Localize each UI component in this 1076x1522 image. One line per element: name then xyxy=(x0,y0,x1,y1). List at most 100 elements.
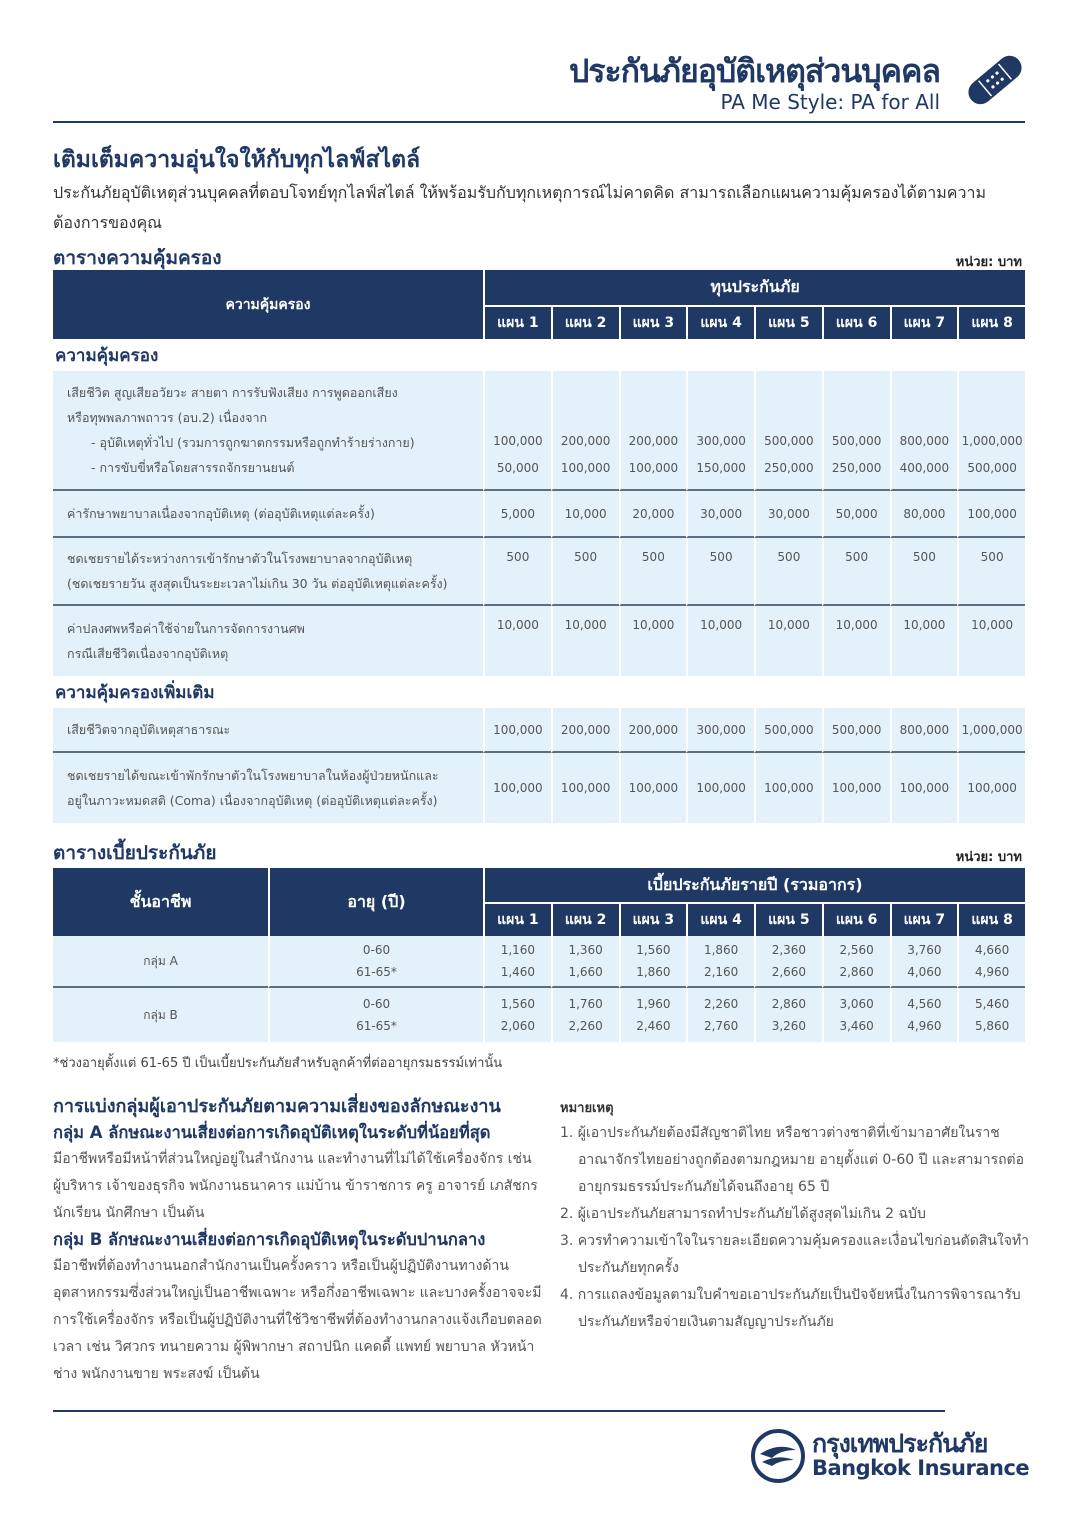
value-cell: 500 xyxy=(821,538,890,606)
plan-header: แผน 2 xyxy=(550,902,619,936)
value-general: 1,000,000 xyxy=(961,434,1023,448)
coverage-table-title: ตารางความคุ้มครอง xyxy=(53,247,222,269)
value-cell: 10,000 xyxy=(618,606,687,676)
plan-header: แผน 6 xyxy=(821,902,890,936)
value-motorcycle: 150,000 xyxy=(696,461,746,475)
value-cell: 10,000 xyxy=(550,491,619,538)
value-cell: 30,000 xyxy=(754,491,822,538)
premium-value: 2,860 xyxy=(771,997,807,1011)
plan-header: แผน 1 xyxy=(483,305,551,339)
premium-unit: หน่วย: บาท xyxy=(955,850,1022,865)
value-cell: 500 xyxy=(754,538,822,606)
row-label: ค่ารักษาพยาบาลเนื่องจากอุบัติเหตุ (ต่ออุ… xyxy=(53,491,483,538)
value-general: 300,000 xyxy=(696,434,746,448)
value-cell: 5,000 xyxy=(483,491,551,538)
row-label: เสียชีวิต สูญเสียอวัยวะ สายตา การรับฟังเ… xyxy=(53,371,483,491)
value-cell: 10,000 xyxy=(754,606,822,676)
value-cell: 100,000 xyxy=(957,753,1025,823)
age-range-cell: 0-60 61-65* xyxy=(268,988,483,1042)
plan-header: แผน 2 xyxy=(550,305,619,339)
value-motorcycle: 100,000 xyxy=(628,461,679,475)
premium-value: 2,660 xyxy=(771,965,807,979)
note-item: 1. ผู้เอาประกันภัยต้องมีสัญชาติไทย หรือช… xyxy=(560,1125,1025,1195)
plan-header: แผน 8 xyxy=(957,902,1025,936)
premium-value: 2,560 xyxy=(839,943,874,957)
premium-cell: 5,460 5,860 xyxy=(957,988,1025,1042)
value-general: 500,000 xyxy=(764,434,814,448)
value-cell: 100,000 50,000 xyxy=(483,371,551,491)
premium-value: 4,660 xyxy=(974,943,1010,957)
note-item: 2. ผู้เอาประกันภัยสามารถทำประกันภัยได้สู… xyxy=(560,1206,926,1222)
premium-cell: 1,560 2,060 xyxy=(483,988,551,1042)
row-label-line: - อุบัติเหตุทั่วไป (รวมการถูกฆาตกรรมหรือ… xyxy=(91,435,415,450)
premium-value: 2,460 xyxy=(636,1019,671,1033)
premium-value: 4,960 xyxy=(907,1019,942,1033)
premium-cell: 1,760 2,260 xyxy=(550,988,619,1042)
value-cell: 500,000 xyxy=(754,708,822,753)
value-cell: 50,000 xyxy=(821,491,890,538)
row-label-line: - การขับขี่หรือโดยสารรถจักรยานยนต์ xyxy=(91,460,295,475)
col-header-age: อายุ (ปี) xyxy=(268,868,483,936)
value-cell: 10,000 xyxy=(957,606,1025,676)
plan-header: แผน 1 xyxy=(483,902,551,936)
page-title: ประกันภัยอุบัติเหตุส่วนบุคคล xyxy=(568,52,941,90)
value-motorcycle: 250,000 xyxy=(831,461,882,475)
row-label-line: อยู่ในภาวะหมดสติ (Coma) เนื่องจากอุบัติเ… xyxy=(67,793,438,808)
age-range: 0-60 xyxy=(362,997,391,1011)
row-label: ชดเชยรายได้ระหว่างการเข้ารักษาตัวในโรงพย… xyxy=(53,538,483,606)
value-cell: 10,000 xyxy=(550,606,619,676)
premium-value: 3,260 xyxy=(771,1019,807,1033)
premium-value: 2,060 xyxy=(500,1019,536,1033)
plan-header: แผน 5 xyxy=(754,305,822,339)
value-cell: 500 xyxy=(957,538,1025,606)
value-cell: 500 xyxy=(618,538,687,606)
plan-header: แผน 6 xyxy=(821,305,890,339)
premium-value: 2,260 xyxy=(703,997,739,1011)
page-subtitle: PA Me Style: PA for All xyxy=(720,90,940,114)
divider xyxy=(53,121,1025,123)
value-motorcycle: 50,000 xyxy=(496,461,539,475)
value-cell: 500,000 250,000 xyxy=(821,371,890,491)
value-cell: 500,000 xyxy=(821,708,890,753)
value-cell: 100,000 xyxy=(618,753,687,823)
premium-value: 1,460 xyxy=(500,965,536,979)
plan-header: แผน 3 xyxy=(618,902,687,936)
occupation-group: กลุ่ม B xyxy=(53,988,268,1042)
premium-cell: 4,560 4,960 xyxy=(889,988,958,1042)
row-label: ชดเชยรายได้ขณะเข้าพักรักษาตัวในโรงพยาบาล… xyxy=(53,753,483,823)
premium-value: 2,260 xyxy=(568,1019,603,1033)
premium-cell: 1,160 1,460 xyxy=(483,936,551,988)
row-label-line: ชดเชยรายได้ระหว่างการเข้ารักษาตัวในโรงพย… xyxy=(67,551,413,566)
value-cell: 300,000 xyxy=(686,708,754,753)
value-cell: 20,000 xyxy=(618,491,687,538)
value-general: 200,000 xyxy=(628,434,679,448)
value-cell: 100,000 xyxy=(754,753,822,823)
group-b-text: มีอาชีพที่ต้องทำงานนอกสำนักงานเป็นครั้งค… xyxy=(53,1258,542,1382)
coverage-unit: หน่วย: บาท xyxy=(955,255,1022,270)
premium-value: 1,560 xyxy=(500,997,536,1011)
premium-value: 1,860 xyxy=(636,965,671,979)
value-general: 200,000 xyxy=(560,434,611,448)
premium-value: 2,760 xyxy=(703,1019,739,1033)
headline: เติมเต็มความอุ่นใจให้กับทุกไลฟ์สไตล์ xyxy=(53,147,421,173)
value-cell: 100,000 xyxy=(957,491,1025,538)
value-cell: 200,000 100,000 xyxy=(550,371,619,491)
value-cell: 100,000 xyxy=(550,753,619,823)
premium-table-title: ตารางเบี้ยประกันภัย xyxy=(53,842,217,864)
premium-value: 2,860 xyxy=(839,965,874,979)
group-a-text: มีอาชีพหรือมีหน้าที่ส่วนใหญ่อยู่ในสำนักง… xyxy=(53,1151,538,1221)
premium-cell: 3,060 3,460 xyxy=(821,988,890,1042)
plan-header: แผน 4 xyxy=(686,305,754,339)
premium-value: 1,360 xyxy=(568,943,603,957)
logo-text-th: กรุงเทพประกันภัย xyxy=(812,1429,988,1458)
value-cell: 800,000 xyxy=(889,708,958,753)
value-cell: 10,000 xyxy=(483,606,551,676)
value-cell: 200,000 xyxy=(550,708,619,753)
value-cell: 300,000 150,000 xyxy=(686,371,754,491)
value-cell: 100,000 xyxy=(483,708,551,753)
footnote: *ช่วงอายุตั้งแต่ 61-65 ปี เป็นเบี้ยประกั… xyxy=(53,1056,503,1071)
premium-value: 5,460 xyxy=(974,997,1010,1011)
plan-header: แผน 5 xyxy=(754,902,822,936)
value-motorcycle: 100,000 xyxy=(560,461,611,475)
value-general: 100,000 xyxy=(493,434,543,448)
